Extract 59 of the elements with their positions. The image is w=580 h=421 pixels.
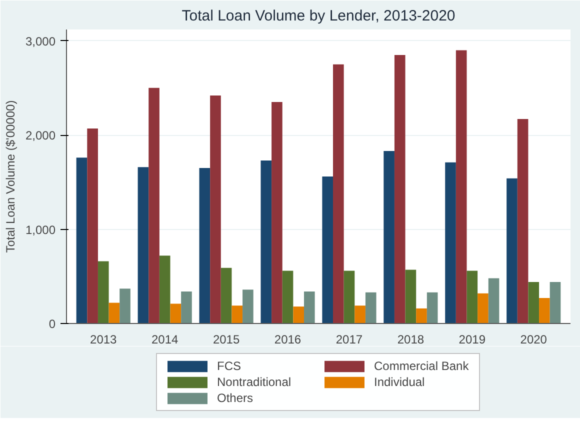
- bar: [550, 282, 561, 324]
- bar: [242, 290, 254, 324]
- bar: [304, 291, 315, 324]
- bar: [394, 54, 406, 324]
- bar: [293, 306, 304, 324]
- legend-label: FCS: [217, 359, 242, 373]
- bar: [120, 288, 130, 324]
- bar: [159, 256, 170, 324]
- bar: [199, 168, 210, 324]
- bar: [354, 306, 366, 324]
- bar: [365, 292, 376, 324]
- y-tick-label: 2,000: [25, 128, 56, 143]
- legend-label: Nontraditional: [217, 375, 292, 389]
- x-tick-label: 2013: [90, 332, 118, 346]
- bar: [232, 306, 243, 324]
- bar: [322, 176, 334, 324]
- bar: [170, 304, 182, 324]
- bar: [148, 88, 160, 324]
- bar: [384, 151, 394, 324]
- bar: [138, 167, 149, 324]
- legend-label: Individual: [374, 375, 426, 389]
- bar: [282, 270, 294, 324]
- bar: [76, 158, 88, 324]
- y-tick-label: 3,000: [25, 34, 56, 48]
- bar: [220, 268, 232, 324]
- legend-label: Commercial Bank: [374, 359, 470, 373]
- bar: [506, 178, 518, 324]
- bar: [98, 261, 109, 324]
- bar: [478, 293, 488, 324]
- x-tick-label: 2014: [151, 332, 179, 346]
- y-tick-label: 1,000: [25, 222, 56, 237]
- bar: [528, 282, 540, 324]
- x-tick-label: 2017: [336, 332, 363, 346]
- x-tick-label: 2015: [212, 332, 240, 346]
- bar: [416, 308, 427, 324]
- bar: [456, 50, 467, 324]
- x-tick-label: 2016: [274, 332, 302, 346]
- y-axis-title: Total Loan Volume ($'00000): [3, 100, 18, 253]
- bar: [272, 102, 282, 324]
- x-tick-label: 2018: [397, 332, 424, 346]
- bar: [466, 270, 478, 324]
- bar: [445, 162, 456, 324]
- bar: [260, 160, 272, 324]
- bar: [108, 302, 120, 324]
- bar: [181, 291, 192, 324]
- bar: [426, 292, 438, 324]
- legend-label: Others: [217, 391, 254, 405]
- bar: [488, 278, 500, 324]
- bar: [405, 270, 416, 324]
- bar: [210, 95, 221, 324]
- bar: [539, 298, 550, 324]
- chart-title: Total Loan Volume by Lender, 2013-2020: [182, 8, 456, 24]
- bar: [333, 64, 344, 324]
- x-tick-label: 2019: [458, 332, 486, 346]
- y-tick-label: 0: [48, 317, 56, 331]
- bar: [87, 128, 98, 324]
- bar: [344, 270, 355, 324]
- bar: [517, 119, 528, 324]
- x-tick-label: 2020: [520, 332, 548, 346]
